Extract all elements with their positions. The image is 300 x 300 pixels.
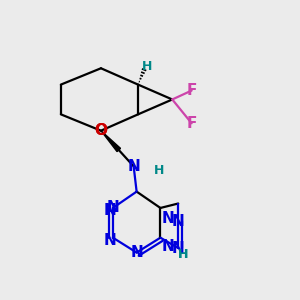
- Text: O: O: [94, 123, 107, 138]
- Text: N: N: [161, 211, 174, 226]
- Text: N: N: [103, 203, 116, 218]
- Text: N: N: [103, 233, 116, 248]
- Text: F: F: [186, 116, 197, 131]
- Text: H: H: [154, 164, 164, 177]
- Text: N: N: [161, 239, 174, 254]
- Text: N: N: [130, 245, 143, 260]
- Text: F: F: [186, 83, 197, 98]
- Text: N: N: [106, 200, 119, 215]
- Text: N: N: [172, 214, 184, 229]
- Text: H: H: [142, 60, 152, 73]
- Text: N: N: [172, 241, 184, 256]
- Polygon shape: [101, 131, 121, 152]
- Text: H: H: [178, 248, 188, 261]
- Text: O: O: [94, 123, 107, 138]
- Text: N: N: [127, 159, 140, 174]
- Text: H: H: [178, 248, 188, 261]
